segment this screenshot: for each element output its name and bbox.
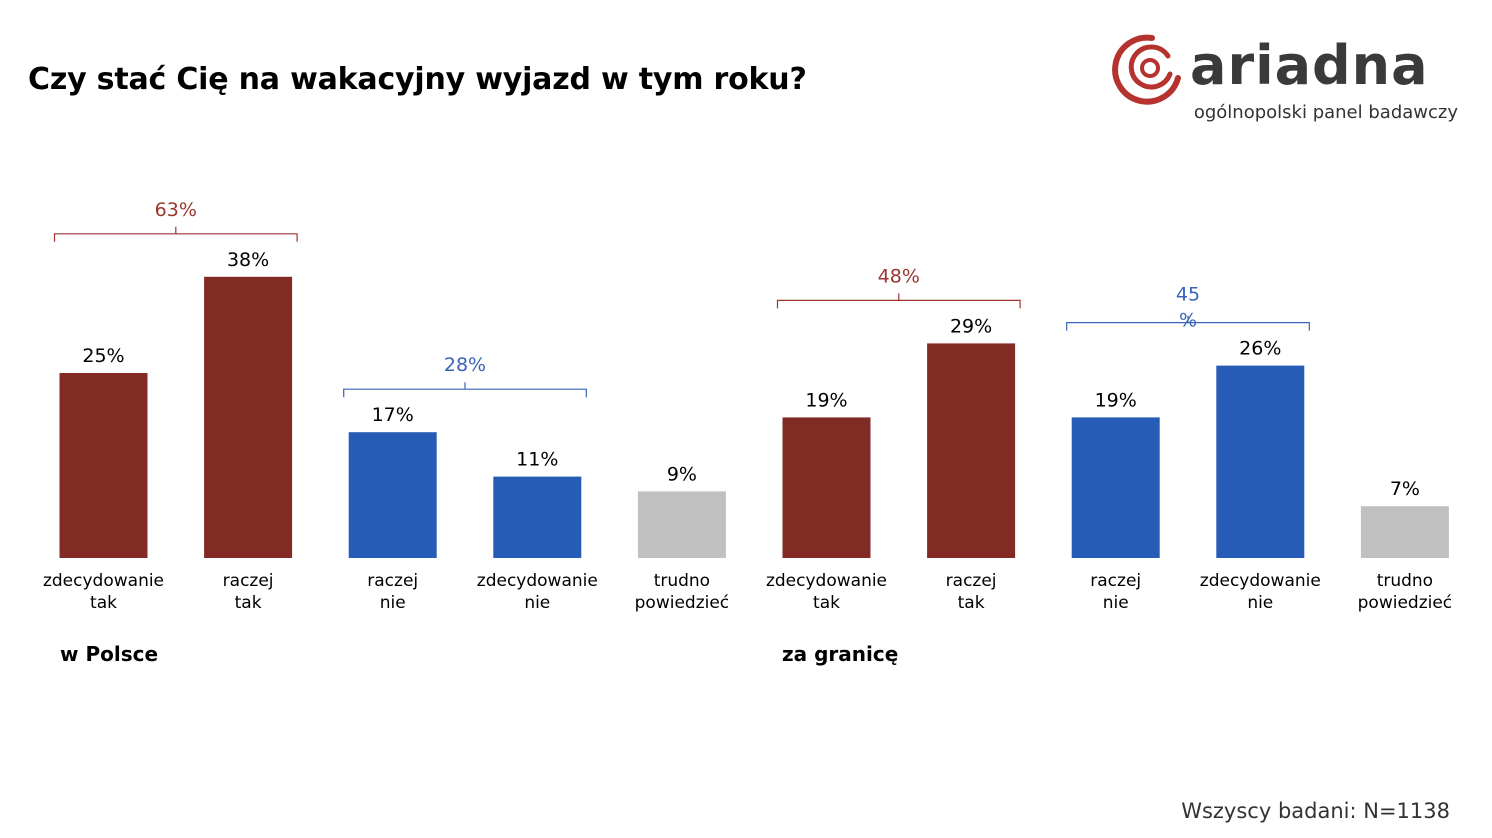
group-label: za granicę — [782, 642, 898, 666]
logo-tagline: ogólnopolski panel badawczy — [1194, 102, 1458, 123]
data-label: 7% — [1390, 478, 1420, 500]
category-label: raczej tak — [946, 571, 997, 613]
ariadna-logo: ariadna ogólnopolski panel badawczy — [1112, 34, 1458, 123]
category-label: zdecydowanie tak — [43, 571, 164, 613]
category-label: raczej tak — [223, 571, 274, 613]
data-label: 11% — [516, 449, 558, 471]
bar — [782, 417, 871, 558]
chart-title: Czy stać Cię na wakacyjny wyjazd w tym r… — [28, 62, 807, 97]
logo-mark-icon — [1112, 34, 1181, 105]
sum-bracket — [776, 293, 1021, 309]
sum-bracket — [53, 226, 298, 242]
category-label: raczej nie — [1090, 571, 1141, 613]
data-label: 25% — [82, 345, 124, 367]
bar — [1071, 417, 1160, 558]
sum-label: 63% — [155, 199, 197, 221]
data-label: 29% — [950, 315, 992, 337]
sum-label: 45% — [1176, 284, 1200, 332]
bar — [1216, 365, 1305, 558]
category-label: trudno powiedzieć — [635, 571, 730, 613]
bar — [637, 491, 726, 558]
group-label: w Polsce — [60, 642, 158, 666]
logo-wordmark: ariadna — [1190, 34, 1429, 97]
sum-label: 28% — [444, 354, 486, 376]
sample-note: Wszyscy badani: N=1138 — [1181, 799, 1450, 823]
sum-label: 48% — [878, 265, 920, 287]
data-label: 38% — [227, 249, 269, 271]
bar — [348, 432, 437, 558]
category-label: zdecydowanie nie — [1200, 571, 1321, 613]
data-label: 19% — [805, 389, 847, 411]
category-label: raczej nie — [367, 571, 418, 613]
category-label: zdecydowanie nie — [477, 571, 598, 613]
data-label: 17% — [372, 404, 414, 426]
bar — [493, 476, 582, 558]
category-label: zdecydowanie tak — [766, 571, 887, 613]
bar — [204, 276, 293, 558]
bar — [59, 373, 148, 558]
category-label: trudno powiedzieć — [1358, 571, 1453, 613]
sum-bracket — [1066, 315, 1310, 331]
data-label: 26% — [1239, 338, 1281, 360]
data-label: 19% — [1095, 389, 1137, 411]
sum-bracket — [343, 382, 587, 398]
bar — [1360, 506, 1449, 558]
data-label: 9% — [667, 463, 697, 485]
bar — [927, 343, 1016, 558]
